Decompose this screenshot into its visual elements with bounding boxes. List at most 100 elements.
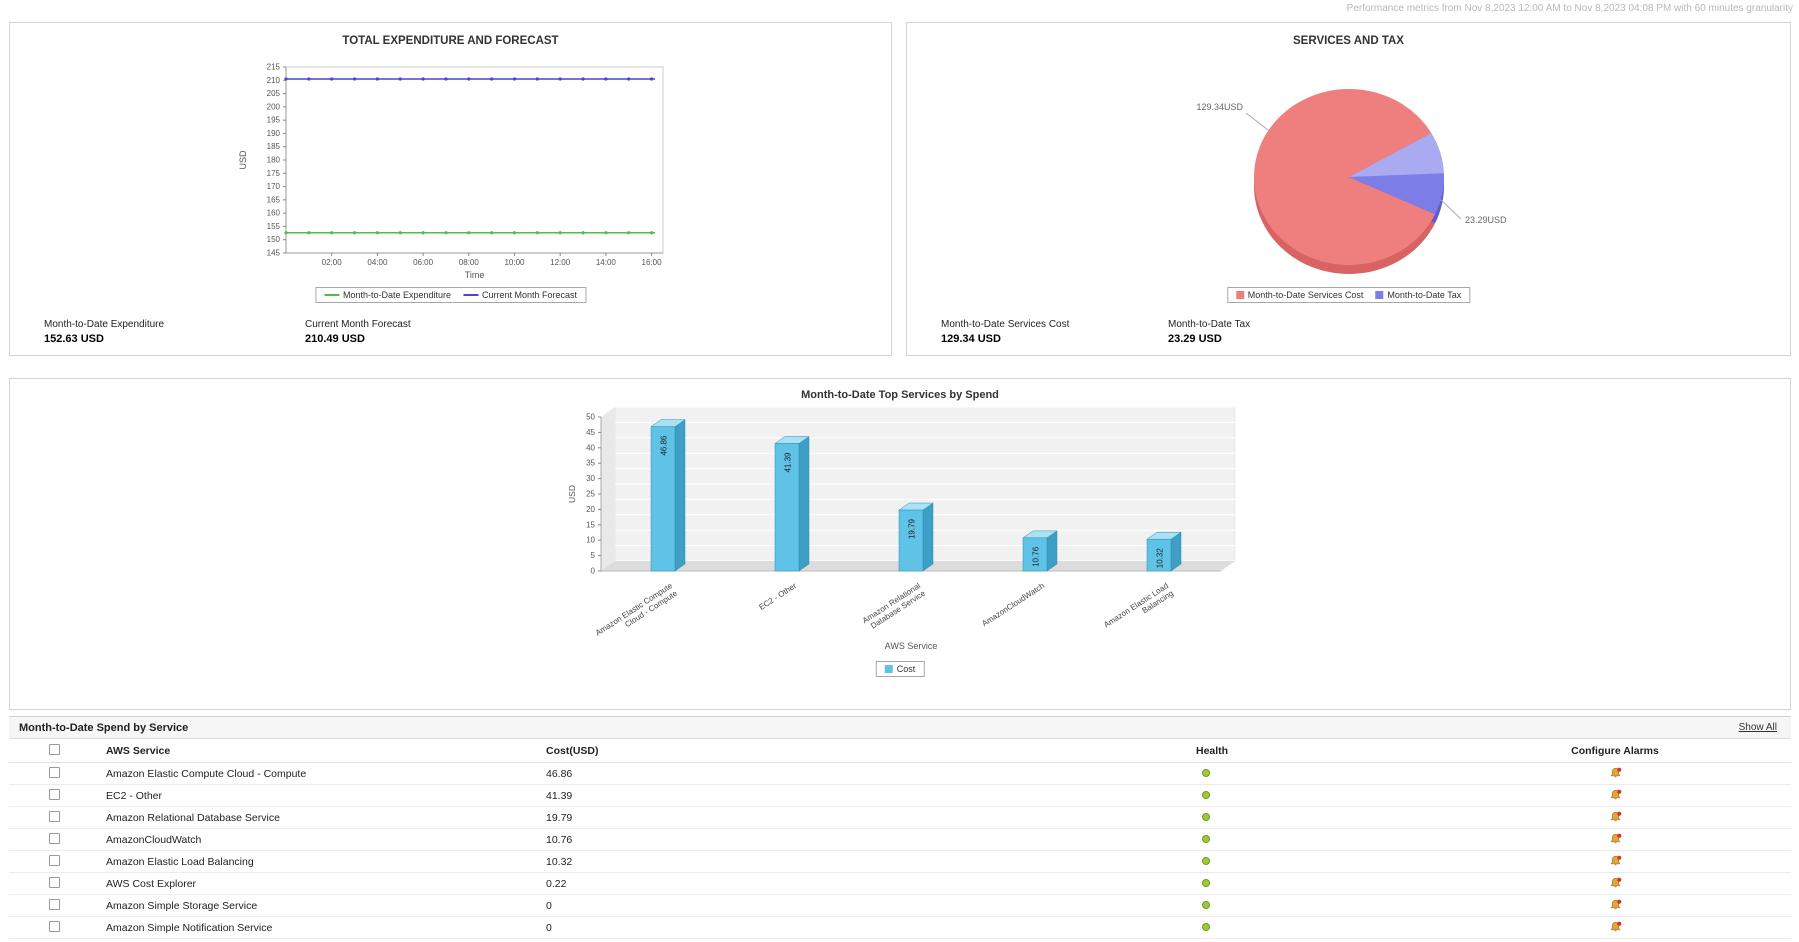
col-header-cost: Cost(USD) xyxy=(546,744,599,757)
expenditure-stat: Month-to-Date Expenditure 152.63 USD xyxy=(44,319,305,345)
configure-alarm-button[interactable] xyxy=(1609,855,1622,868)
configure-alarms-cell xyxy=(1439,855,1791,868)
svg-text:195: 195 xyxy=(267,116,281,125)
legend-item: Month-to-Date Expenditure xyxy=(323,290,451,300)
configure-alarm-button[interactable] xyxy=(1609,921,1622,934)
row-checkbox[interactable] xyxy=(49,898,60,910)
show-all-link[interactable]: Show All xyxy=(1738,722,1777,733)
svg-text:02:00: 02:00 xyxy=(322,258,343,267)
top-services-chart-title: Month-to-Date Top Services by Spend xyxy=(801,389,999,401)
svg-text:150: 150 xyxy=(267,235,281,244)
svg-text:08:00: 08:00 xyxy=(459,258,480,267)
configure-alarms-cell xyxy=(1439,811,1791,824)
svg-text:16:00: 16:00 xyxy=(642,258,663,267)
service-name: Amazon Relational Database Service xyxy=(106,811,280,824)
top-services-by-spend-panel: Month-to-Date Top Services by Spend 0 5 10… xyxy=(9,378,1791,710)
svg-text:145: 145 xyxy=(267,249,281,258)
configure-alarm-button[interactable] xyxy=(1609,877,1622,890)
configure-alarm-button[interactable] xyxy=(1609,899,1622,912)
expenditure-stat: Current Month Forecast 210.49 USD xyxy=(305,319,566,345)
health-status-dot xyxy=(1202,812,1210,821)
service-name: Amazon Elastic Compute Cloud - Compute xyxy=(106,767,307,780)
spend-by-service-table: Month-to-Date Spend by Service Show All … xyxy=(9,716,1791,942)
svg-text:10.32: 10.32 xyxy=(1156,548,1165,569)
table-header-row: AWS Service Cost(USD) Health Configure A… xyxy=(9,739,1791,763)
svg-text:Amazon Elastic LoadBalancing: Amazon Elastic LoadBalancing xyxy=(1102,581,1175,637)
cost-value: 41.39 xyxy=(546,789,573,802)
svg-text:EC2 - Other: EC2 - Other xyxy=(757,581,798,612)
services-tax-pie-chart: 129.34USD 23.29USD xyxy=(1196,89,1507,274)
svg-text:20: 20 xyxy=(586,505,595,514)
service-name: AWS Cost Explorer xyxy=(106,877,197,890)
configure-alarms-cell xyxy=(1439,877,1791,890)
alarm-bell-icon xyxy=(1610,811,1621,822)
checkbox-cell xyxy=(9,898,106,913)
health-status-dot xyxy=(1202,834,1210,843)
svg-text:5: 5 xyxy=(591,551,596,560)
services-stat: Month-to-Date Tax 23.29 USD xyxy=(1168,319,1395,345)
top-services-bar-chart: 0 5 10 15 20 25 30 35 40 45 50 USD 46.86 Amazon Elast… xyxy=(567,406,1236,651)
service-name: Amazon Elastic Load Balancing xyxy=(106,855,254,868)
service-name: Amazon Simple Notification Service xyxy=(106,921,273,934)
configure-alarms-cell xyxy=(1439,899,1791,912)
configure-alarm-button[interactable] xyxy=(1609,811,1622,824)
row-checkbox[interactable] xyxy=(49,788,60,800)
row-checkbox[interactable] xyxy=(49,766,60,778)
svg-text:129.34USD: 129.34USD xyxy=(1196,102,1243,112)
svg-text:30: 30 xyxy=(586,474,595,483)
health-cell xyxy=(1194,790,1439,802)
service-name: EC2 - Other xyxy=(106,789,163,802)
row-checkbox[interactable] xyxy=(49,920,60,932)
alarm-bell-icon xyxy=(1610,921,1621,932)
cost-value: 10.76 xyxy=(546,833,573,846)
legend-swatch-icon xyxy=(1375,291,1384,299)
svg-text:Time: Time xyxy=(465,270,485,280)
table-row: AmazonCloudWatch 10.76 xyxy=(9,829,1791,851)
legend-item: Month-to-Date Services Cost xyxy=(1235,290,1363,300)
row-checkbox[interactable] xyxy=(49,832,60,844)
svg-text:10: 10 xyxy=(586,536,595,545)
legend-label: Month-to-Date Tax xyxy=(1387,290,1462,300)
table-row: Amazon Simple Storage Service 0 xyxy=(9,895,1791,917)
cost-value: 0 xyxy=(546,921,552,934)
alarm-bell-icon xyxy=(1610,899,1621,910)
svg-text:40: 40 xyxy=(586,443,595,452)
expenditure-chart-legend: Month-to-Date Expenditure Current Month F… xyxy=(314,287,587,303)
health-cell xyxy=(1194,900,1439,912)
svg-text:46.86: 46.86 xyxy=(660,435,669,456)
svg-text:AWS Service: AWS Service xyxy=(885,641,938,651)
svg-text:15: 15 xyxy=(586,520,595,529)
svg-text:19.79: 19.79 xyxy=(908,518,917,539)
expenditure-stat-label: Month-to-Date Expenditure xyxy=(44,319,165,330)
table-title-row: Month-to-Date Spend by Service Show All xyxy=(9,716,1791,739)
svg-text:155: 155 xyxy=(267,222,281,231)
row-checkbox[interactable] xyxy=(49,854,60,866)
legend-swatch-icon xyxy=(1235,291,1244,299)
select-all-checkbox[interactable] xyxy=(49,743,60,755)
top-services-legend: Cost xyxy=(875,661,925,677)
configure-alarm-button[interactable] xyxy=(1609,767,1622,780)
services-stat-value: 129.34 USD xyxy=(941,333,1001,345)
svg-text:25: 25 xyxy=(586,490,595,499)
row-checkbox[interactable] xyxy=(49,876,60,888)
svg-text:180: 180 xyxy=(267,156,281,165)
select-all-cell xyxy=(9,743,106,758)
configure-alarms-cell xyxy=(1439,767,1791,780)
col-header-configure-alarms: Configure Alarms xyxy=(1571,744,1659,757)
service-name: Amazon Simple Storage Service xyxy=(106,899,258,912)
configure-alarms-cell xyxy=(1439,789,1791,802)
checkbox-cell xyxy=(9,854,106,869)
services-tax-chart-title: SERVICES AND TAX xyxy=(1293,35,1404,47)
legend-label: Cost xyxy=(896,664,916,674)
health-cell xyxy=(1194,812,1439,824)
alarm-bell-icon xyxy=(1610,767,1621,778)
svg-text:190: 190 xyxy=(267,129,281,138)
configure-alarm-button[interactable] xyxy=(1609,789,1622,802)
checkbox-cell xyxy=(9,832,106,847)
legend-swatch-icon xyxy=(884,665,893,673)
table-row: EC2 - Other 41.39 xyxy=(9,785,1791,807)
row-checkbox[interactable] xyxy=(49,810,60,822)
legend-swatch-icon xyxy=(463,294,479,296)
configure-alarm-button[interactable] xyxy=(1609,833,1622,846)
cost-value: 19.79 xyxy=(546,811,573,824)
